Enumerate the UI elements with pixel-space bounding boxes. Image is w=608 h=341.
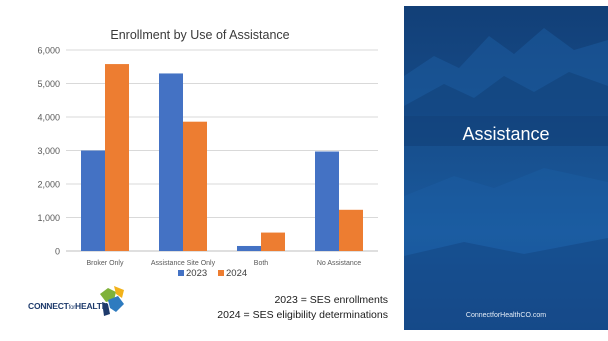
logo-word-connect: CONNECT xyxy=(28,301,69,311)
bar-chart: 0 1,000 2,000 3,000 4,000 5,000 6,000 Broker O… xyxy=(37,28,378,279)
legend-swatch-2024 xyxy=(218,270,224,276)
connect-for-health-logo: CONNECTforHEALTH xyxy=(28,286,138,322)
y-tick-labels: 0 1,000 2,000 3,000 4,000 5,000 6,000 xyxy=(37,46,60,257)
bar-2024-no-assistance xyxy=(339,209,363,251)
bar-2023-no-assistance xyxy=(315,151,339,251)
y-tick-label: 6,000 xyxy=(37,46,60,56)
note-2024-definition: 2024 = SES eligibility determinations xyxy=(217,309,388,321)
x-tick-label: No Assistance xyxy=(317,260,361,267)
x-tick-label: Broker Only xyxy=(87,260,124,267)
legend: 2023 2024 xyxy=(178,268,247,279)
y-tick-label: 3,000 xyxy=(37,146,60,156)
colorado-mark-icon xyxy=(100,286,124,316)
mountain-background xyxy=(404,28,608,330)
x-tick-label: Assistance Site Only xyxy=(151,260,216,267)
logo-word-for: for xyxy=(68,305,76,311)
title-panel: Assistance ConnectforHealthCO.com xyxy=(404,6,608,330)
bar-2023-assistance-site-only xyxy=(159,73,183,251)
bar-2024-both xyxy=(261,232,285,251)
y-tick-label: 5,000 xyxy=(37,79,60,89)
x-tick-label: Both xyxy=(254,260,269,267)
legend-swatch-2023 xyxy=(178,270,184,276)
legend-label-2024: 2024 xyxy=(226,268,247,279)
y-tick-label: 0 xyxy=(55,247,60,257)
y-tick-label: 1,000 xyxy=(37,213,60,223)
chart-panel: 0 1,000 2,000 3,000 4,000 5,000 6,000 Broker O… xyxy=(28,28,388,322)
bar-2024-broker-only xyxy=(105,64,129,251)
chart-title: Enrollment by Use of Assistance xyxy=(110,28,289,42)
section-title: Assistance xyxy=(462,124,550,144)
logo-word-health: HEALTH xyxy=(75,301,108,311)
website-url: ConnectforHealthCO.com xyxy=(465,312,547,319)
bar-2024-assistance-site-only xyxy=(183,121,207,251)
y-tick-label: 4,000 xyxy=(37,113,60,123)
legend-label-2023: 2023 xyxy=(186,268,207,279)
bar-2023-both xyxy=(237,245,261,251)
logo-text: CONNECTforHEALTH xyxy=(28,301,108,311)
bar-2023-broker-only xyxy=(81,150,105,251)
note-2023-definition: 2023 = SES enrollments xyxy=(274,294,388,306)
y-tick-label: 2,000 xyxy=(37,180,60,190)
bars xyxy=(81,64,363,251)
x-tick-labels: Broker Only Assistance Site Only Both No As… xyxy=(87,260,362,267)
